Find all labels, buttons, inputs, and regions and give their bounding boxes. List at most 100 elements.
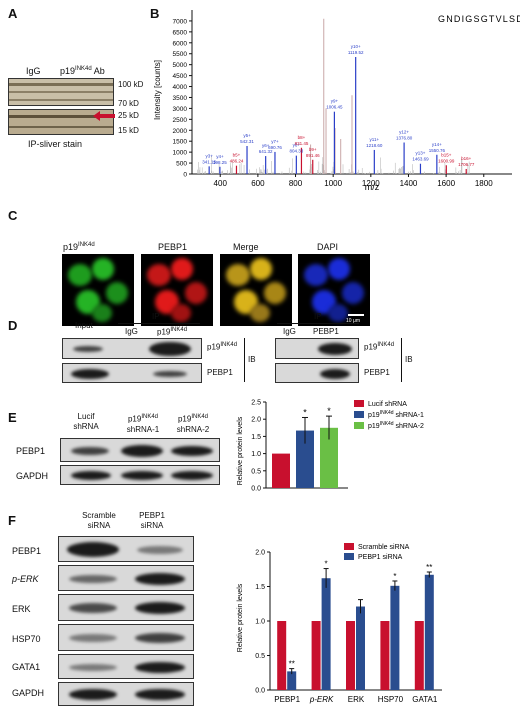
f-row-hsp70: HSP70 (12, 634, 41, 644)
f-legend-swatch (344, 553, 354, 560)
spectrum-peak-ion-label: b8+ (298, 135, 306, 140)
f-blot-gapdh (58, 682, 194, 706)
d-right-ip-label: IP (314, 312, 322, 321)
spectrum-peak-ion-label: b16+ (461, 156, 472, 161)
spectrum-y-tick-label: 3500 (173, 95, 188, 102)
spectrum-peak-mz-label: 341.15 (202, 159, 216, 164)
spectrum-y-tick-label: 2000 (173, 128, 188, 135)
spectrum-x-tick-label: 1200 (362, 179, 380, 188)
f-ylabel: Relative protein levels (237, 583, 244, 652)
panel-d-label: D (8, 318, 18, 333)
e-significance-mark: * (303, 407, 307, 417)
e-ylabel: Relative protein levels (237, 416, 244, 485)
spectrum-x-tick-label: 400 (214, 179, 228, 188)
spectrum-y-tick-label: 3000 (173, 106, 188, 113)
f-bar (356, 606, 365, 690)
d-left-row-p19: p19INK4d (207, 342, 238, 352)
f-y-tick-label: 0.5 (255, 653, 265, 660)
spectrum-ylabel: Intensity [counts] (153, 60, 162, 120)
e-y-tick-label: 2.0 (251, 417, 261, 424)
e-legend-label: Lucif shRNA (368, 401, 407, 408)
spectrum-peak-mz-label: 1376.80 (396, 136, 413, 141)
spectrum-peak-ion-label: y8+ (293, 143, 301, 148)
d-left-blot-p19 (62, 338, 202, 359)
d-right-lane-pebp1: PEBP1 (313, 327, 339, 336)
f-row-erk: ERK (12, 604, 31, 614)
f-bar (424, 574, 434, 690)
spectrum-peak-ion-label: y14+ (432, 142, 442, 147)
spectrum-peak-mz-label: 486.24 (230, 159, 244, 164)
d-right-ib-label: IB (405, 355, 413, 364)
spectrum-y-tick-label: 6500 (173, 29, 188, 36)
f-significance-mark: * (393, 572, 396, 581)
spectrum-peak-mz-label: 1600.99 (438, 158, 455, 163)
spectrum-y-tick-label: 5000 (173, 62, 188, 69)
f-significance-mark: * (325, 560, 328, 569)
f-y-tick-label: 2.0 (255, 550, 265, 557)
f-x-tick-label: p-ERK (309, 695, 334, 704)
spectrum-y-tick-label: 1000 (173, 150, 188, 157)
f-significance-mark: ** (289, 660, 295, 669)
f-blot-erk (58, 594, 194, 621)
spectrum-y-tick-label: 1500 (173, 139, 188, 146)
marker-25kd: 25 kD (118, 111, 139, 120)
f-blot-pebp1 (58, 536, 194, 562)
f-row-gapdh: GAPDH (12, 688, 45, 698)
f-blot-hsp70 (58, 624, 194, 651)
d-right-lane-igg: IgG (283, 327, 296, 336)
f-x-tick-label: PEBP1 (274, 695, 300, 704)
spectrum-peak-ion-label: b5+ (233, 153, 241, 158)
d-right-row-p19: p19INK4d (364, 342, 395, 352)
lane-label-igg: IgG (26, 66, 41, 76)
spectrum-y-tick-label: 500 (176, 161, 187, 168)
f-legend-swatch (344, 543, 354, 550)
e-legend-label: p19INK4d shRNA-2 (368, 421, 424, 430)
silver-stain-blot-top (8, 78, 114, 106)
e-legend-swatch (354, 422, 364, 429)
spectrum-peak-mz-label: 1706.77 (458, 162, 475, 167)
spectrum-peak-ion-label: y10+ (351, 44, 361, 49)
spectrum-y-tick-label: 4000 (173, 84, 188, 91)
f-y-tick-label: 1.0 (255, 619, 265, 626)
e-legend-swatch (354, 411, 364, 418)
f-x-tick-label: ERK (348, 695, 365, 704)
spectrum-peak-ion-label: y11+ (370, 137, 380, 142)
spectrum-peak-mz-label: 1463.69 (412, 157, 429, 162)
panel-e-label: E (8, 410, 17, 425)
d-left-lane-p19: p19INK4d (157, 327, 188, 337)
e-legend-label: p19INK4d shRNA-1 (368, 410, 424, 419)
e-legend-swatch (354, 400, 364, 407)
e-bar (296, 430, 314, 488)
spectrum-peak-mz-label: 1119.52 (348, 50, 364, 55)
spectrum-peak-mz-label: 831.45 (295, 141, 309, 146)
f-bar (321, 578, 331, 690)
f-blot-perk (58, 565, 194, 591)
spectrum-peak-ion-label: y12+ (399, 130, 409, 135)
d-right-ib-bracket (401, 338, 402, 382)
peptide-sequence: GNDIGSGTVLSDYVGSGPK (438, 14, 520, 24)
d-input-label: Input (75, 321, 93, 330)
spectrum-x-tick-label: 600 (251, 179, 265, 188)
d-right-blot-p19 (275, 338, 359, 359)
spectrum-peak-ion-label: y4+ (216, 154, 224, 159)
d-left-ib-bracket (244, 338, 245, 382)
red-arrow-icon (93, 111, 115, 121)
silver-stain-blot-bottom (8, 109, 114, 135)
e-bar-chart: 0.0 0.5 1.0 1.5 2.0 2.5 Lucif shRNA * p19INK4d s… (237, 400, 424, 493)
e-row-gapdh: GAPDH (16, 471, 49, 481)
d-right-ip-line (277, 323, 359, 324)
f-significance-mark: ** (426, 563, 432, 572)
spectrum-peak-ion-label: y3+ (205, 153, 213, 158)
e-y-tick-label: 0.0 (251, 486, 261, 493)
panel-a-label: A (8, 6, 18, 21)
spectrum-peak-mz-label: 542.31 (240, 139, 254, 144)
micrograph-blue-dapi: 10 μm (298, 254, 370, 326)
spectrum-xlabel: m/z (365, 182, 380, 192)
scale-bar-label: 10 μm (346, 318, 360, 324)
spectrum-x-tick-label: 800 (289, 179, 303, 188)
spectrum-peak-mz-label: 1218.60 (366, 143, 383, 148)
spectrum-peak-ion-label: y6+ (262, 143, 270, 148)
spectrum-y-tick-label: 4500 (173, 73, 188, 80)
f-lane-scramble: Scramble siRNA (82, 511, 116, 530)
micrograph-merge (220, 254, 292, 326)
